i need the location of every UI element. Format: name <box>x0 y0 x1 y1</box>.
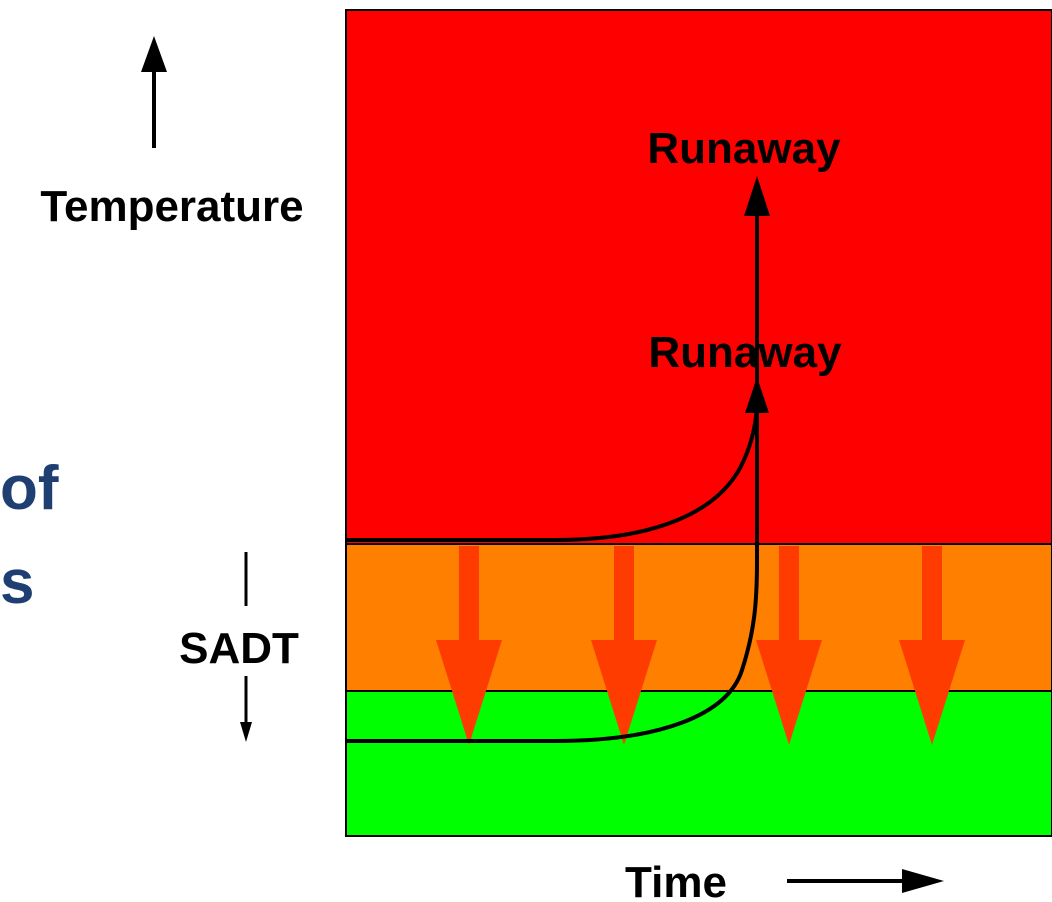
upper-temperature-curve <box>346 404 759 542</box>
arrow-up-icon <box>141 36 167 148</box>
arrow-right-icon <box>787 869 944 893</box>
cooling-arrow-icon <box>436 546 502 745</box>
cooling-arrow-icon <box>899 546 965 745</box>
time-axis-label: Time <box>625 858 727 902</box>
cooling-arrow-icon <box>756 546 822 745</box>
title-fragment-of: of <box>0 454 59 523</box>
lower-temperature-curve <box>346 200 759 743</box>
runaway-zone <box>345 9 1052 545</box>
runaway-label-upper: Runaway <box>647 124 841 173</box>
runaway-label-lower: Runaway <box>648 328 842 377</box>
title-fragment-s: s <box>0 548 35 617</box>
temperature-axis-label: Temperature <box>40 182 303 231</box>
cooling-arrow-icon <box>591 546 657 745</box>
runaway-arrowhead-icon <box>745 377 769 413</box>
safe-zone <box>345 690 1052 837</box>
runaway-arrowhead-icon <box>744 176 770 216</box>
sadt-label: SADT <box>179 624 299 673</box>
double-arrow-vertical-icon <box>240 552 252 742</box>
